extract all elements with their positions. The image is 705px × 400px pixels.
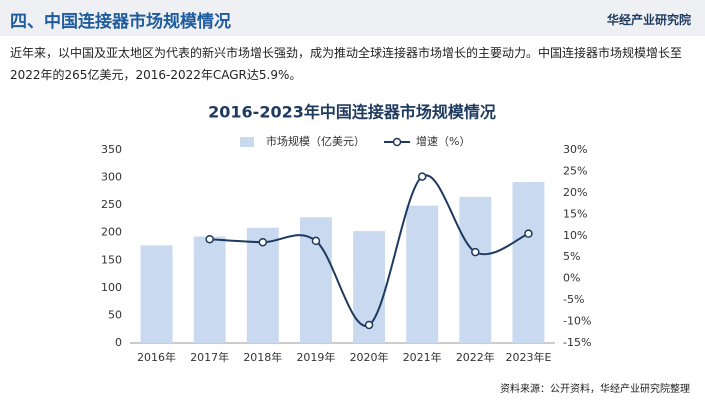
x-tick-label: 2020年 xyxy=(350,350,389,364)
header-title: 四、中国连接器市场规模情况 xyxy=(10,12,231,32)
y2-tick-label: 25% xyxy=(563,164,587,177)
legend-label: 增速（%） xyxy=(416,134,470,148)
y2-tick-label: 15% xyxy=(563,207,587,220)
line-marker xyxy=(364,320,374,330)
y-tick-label: 50 xyxy=(108,308,122,321)
line-marker xyxy=(417,172,427,181)
y-tick-label: 250 xyxy=(101,198,122,211)
bar xyxy=(406,205,439,343)
x-tick-label: 2018年 xyxy=(243,350,282,364)
bar xyxy=(193,236,226,343)
bar xyxy=(246,227,279,343)
legend-label: 市场规模（亿美元） xyxy=(266,134,365,148)
intro-text: 近年来，以中国及亚太地区为代表的新兴市场增长强劲，成为推动全球连接器市场增长的主… xyxy=(10,46,683,82)
y2-tick-label: -15% xyxy=(563,336,591,349)
x-tick-label: 2017年 xyxy=(190,350,229,364)
header: 四、中国连接器市场规模情况 华经产业研究院 xyxy=(0,0,705,36)
legend-swatch xyxy=(240,137,254,147)
y2-tick-label: -5% xyxy=(563,293,584,306)
bar xyxy=(512,181,545,343)
y-tick-label: 0 xyxy=(115,336,122,349)
y2-tick-label: 30% xyxy=(563,143,587,156)
line-marker xyxy=(258,237,268,247)
line-marker xyxy=(471,247,480,257)
bar xyxy=(459,196,492,343)
x-tick-label: 2022年 xyxy=(456,350,495,364)
y2-tick-label: -10% xyxy=(563,315,591,328)
y2-tick-label: 10% xyxy=(563,229,587,242)
legend-swatch xyxy=(392,137,402,147)
x-tick-label: 2023年E xyxy=(505,350,551,364)
y2-tick-label: 5% xyxy=(563,250,580,263)
y-tick-label: 350 xyxy=(101,143,122,156)
y2-tick-label: 0% xyxy=(563,272,580,285)
line-marker xyxy=(311,236,321,246)
y-tick-label: 100 xyxy=(101,281,122,294)
logo: 华经产业研究院 xyxy=(606,13,691,27)
line-marker xyxy=(524,229,533,238)
x-tick-label: 2021年 xyxy=(403,350,442,364)
source: 资料来源：公开资料，华经产业研究院整理 xyxy=(500,382,690,395)
x-tick-label: 2019年 xyxy=(296,350,335,364)
chart-title: 2016-2023年中国连接器市场规模情况 xyxy=(208,103,496,122)
bar xyxy=(140,245,173,343)
line-marker xyxy=(205,234,214,244)
y-tick-label: 150 xyxy=(101,253,122,266)
x-tick-label: 2016年 xyxy=(137,350,176,364)
y-tick-label: 200 xyxy=(101,226,122,239)
y-tick-label: 300 xyxy=(101,171,122,184)
y2-tick-label: 20% xyxy=(563,186,587,199)
